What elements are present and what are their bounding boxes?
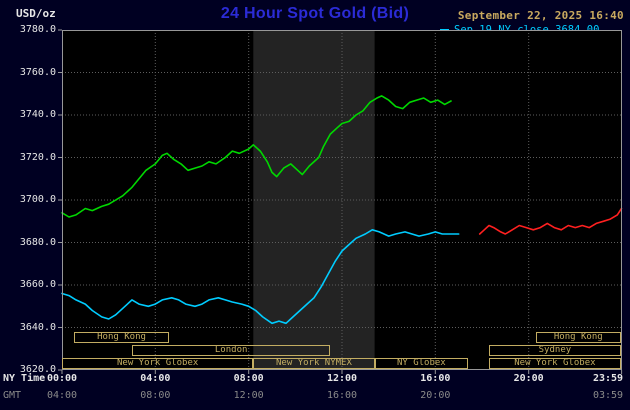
- x-tick-label-gmt: 08:00: [140, 390, 171, 401]
- gmt-label: GMT: [3, 390, 22, 401]
- y-tick-label: 3700.0: [19, 194, 56, 205]
- y-axis-labels: 3780.0 3760.0 3740.0 3720.0 3700.0 3680.0 3660…: [0, 0, 58, 410]
- x-tick-label-gmt: 12:00: [233, 390, 264, 401]
- units-label: USD/oz: [16, 7, 56, 20]
- series-sep-19-line: [61, 229, 460, 325]
- price-plot: [58, 29, 623, 374]
- x-tick-label-ny: 08:00: [233, 373, 264, 384]
- y-tick-label: 3640.0: [19, 321, 56, 333]
- x-tick-label-ny: 23:59: [592, 373, 624, 384]
- x-axis-gmt-row: GMT 04:00 08:00 12:00 16:00 20:00 03:59: [0, 390, 630, 402]
- x-tick-label-ny: 12:00: [326, 373, 358, 384]
- y-tick-label: 3740.0: [19, 109, 56, 120]
- x-axis-ny-row: NY Time 00:00 04:00 08:00 12:00 16:00 20:00 23…: [0, 373, 630, 385]
- series-sep-22-line: [61, 95, 452, 218]
- x-tick-label-ny: 16:00: [420, 373, 451, 384]
- y-tick-label: 3680.0: [19, 236, 56, 248]
- y-tick-label: 3660.0: [19, 279, 56, 290]
- ny-time-label: NY Time: [3, 373, 46, 384]
- x-tick-label-gmt: 03:59: [592, 390, 624, 401]
- chart-title: 24 Hour Spot Gold (Bid): [220, 5, 410, 22]
- x-tick-label-gmt: 16:00: [326, 390, 358, 401]
- y-tick-label: 3720.0: [19, 151, 56, 163]
- nymex-session-band: [253, 30, 375, 370]
- y-tick-label: 3620.0: [19, 364, 56, 375]
- datetime-label: September 22, 2025 16:40: [457, 9, 624, 22]
- x-tick-label-ny: 00:00: [46, 373, 78, 384]
- x-tick-label-ny: 20:00: [513, 373, 544, 384]
- plot-border: [62, 30, 622, 370]
- x-tick-label-ny: 04:00: [140, 373, 171, 384]
- y-tick-label: 3760.0: [19, 66, 56, 78]
- series-sep-21-line: [478, 207, 623, 235]
- x-tick-label-gmt: 20:00: [420, 390, 451, 401]
- x-tick-label-gmt: 04:00: [46, 390, 78, 401]
- y-tick-label: 3780.0: [19, 24, 56, 35]
